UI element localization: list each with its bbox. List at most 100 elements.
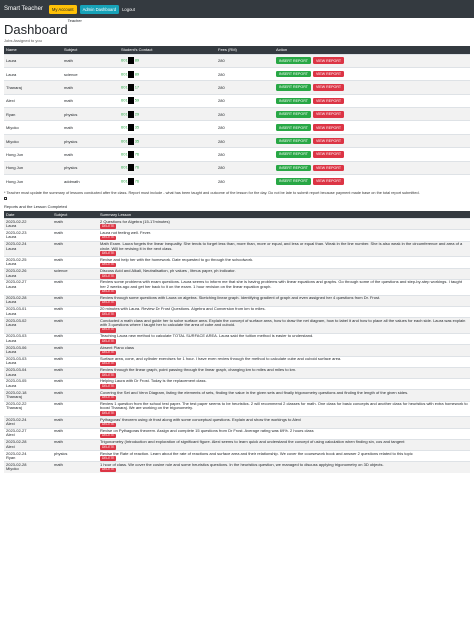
table-row: 2023-03-03 Laura math Surface area, cone, a… [4, 355, 470, 368]
report-date: 2023-02-28 [6, 295, 27, 301]
logout-link[interactable]: Logout [122, 6, 135, 12]
report-date-cell: 2023-03-06 Laura [4, 344, 52, 356]
view-report-button[interactable]: VIEW REPORT [312, 151, 345, 158]
report-summary: Revise on Pythagoras theorem. Assign and… [100, 427, 314, 433]
contact-link-tail[interactable]: 35 [134, 124, 140, 130]
delete-button[interactable]: DELETE [100, 235, 117, 241]
report-summary-cell: Surface area, cone, and cylinder exercis… [98, 355, 470, 368]
view-report-button[interactable]: VIEW REPORT [312, 137, 345, 145]
delete-button[interactable]: DELETE [100, 383, 117, 389]
insert-report-button[interactable]: INSERT REPORT [276, 137, 311, 145]
table-row: 2023-03-02 Laura math Conducted a math clas… [4, 317, 470, 334]
view-report-button[interactable]: VIEW REPORT [312, 110, 345, 118]
view-report-button[interactable]: VIEW REPORT [312, 124, 345, 131]
report-date-cell: 2023-02-25 Laura [4, 256, 52, 269]
table-row: Miyoko math 601 35 280 INSERT REPORT VIEW REPO… [4, 120, 470, 135]
view-report-button[interactable]: VIEW REPORT [312, 178, 345, 185]
job-subject: math [62, 53, 119, 68]
delete-button[interactable]: DELETE [100, 422, 117, 428]
delete-button[interactable]: DELETE [100, 410, 117, 416]
delete-button[interactable]: DELETE [100, 455, 117, 462]
report-date-cell: 2023-03-03 Laura [4, 332, 52, 345]
delete-button[interactable]: DELETE [100, 338, 117, 344]
report-student: Laura [6, 272, 17, 278]
insert-report-button[interactable]: INSERT REPORT [276, 97, 311, 105]
insert-report-button[interactable]: INSERT REPORT [276, 124, 311, 131]
checkbox[interactable] [4, 196, 8, 200]
contact-link-tail[interactable]: 89 [134, 57, 140, 63]
delete-button[interactable]: DELETE [100, 300, 117, 306]
job-subject: math [62, 93, 119, 108]
report-date: 2023-02-27 [6, 279, 27, 285]
view-report-button[interactable]: VIEW REPORT [312, 70, 345, 78]
delete-button[interactable]: DELETE [100, 467, 117, 473]
contact-link[interactable]: 601 [121, 178, 128, 184]
delete-button[interactable]: DELETE [100, 223, 117, 230]
table-row: Laura science 601 89 280 INSERT REPORT VIEW RE… [4, 66, 470, 81]
insert-report-button[interactable]: INSERT REPORT [276, 70, 311, 78]
delete-button[interactable]: DELETE [100, 327, 117, 333]
contact-link[interactable]: 601 [121, 138, 128, 144]
teacher-note: * Teacher must update the summary of les… [4, 190, 420, 195]
view-report-button[interactable]: VIEW REPORT [312, 164, 345, 172]
job-actions: INSERT REPORT VIEW REPORT [274, 120, 470, 135]
delete-button[interactable]: DELETE [100, 289, 117, 295]
view-report-button[interactable]: VIEW REPORT [312, 97, 345, 105]
redaction-box [128, 124, 135, 132]
contact-link[interactable]: 601 [121, 84, 128, 90]
contact-link-tail[interactable]: 59 [134, 97, 140, 103]
report-date: 2023-03-05 [6, 378, 27, 384]
my-account-button[interactable]: My Account [48, 4, 77, 14]
insert-report-button[interactable]: INSERT REPORT [276, 151, 311, 158]
delete-button[interactable]: DELETE [100, 250, 117, 257]
delete-button[interactable]: DELETE [100, 372, 117, 378]
delete-button[interactable]: DELETE [100, 433, 117, 439]
contact-link-tail[interactable]: 29 [134, 111, 140, 117]
redaction-box [128, 70, 135, 78]
contact-link-tail[interactable]: 89 [134, 71, 140, 77]
job-fees: 280 [216, 93, 274, 108]
contact-link-tail[interactable]: 76 [134, 178, 140, 184]
delete-button[interactable]: DELETE [100, 395, 117, 401]
view-report-button[interactable]: VIEW REPORT [312, 84, 345, 91]
contact-link[interactable]: 601 [121, 164, 128, 170]
report-student: Laura [6, 234, 17, 240]
insert-report-button[interactable]: INSERT REPORT [276, 164, 311, 172]
contact-link-tail[interactable]: 35 [134, 138, 140, 144]
contact-link-tail[interactable]: 17 [134, 84, 140, 90]
insert-report-button[interactable]: INSERT REPORT [276, 110, 311, 118]
contact-link[interactable]: 601 [121, 71, 128, 77]
redaction-box [128, 110, 135, 118]
contact-link-tail[interactable]: 76 [134, 151, 140, 157]
job-fees: 280 [216, 80, 274, 95]
job-name: Thanaraj [4, 80, 62, 95]
contact-link[interactable]: 601 [121, 151, 128, 157]
delete-button[interactable]: DELETE [100, 361, 117, 367]
report-summary-cell: Teaching Laura new method to calculate T… [98, 332, 470, 345]
report-date-cell: 2023-02-23 Laura [4, 229, 52, 242]
insert-report-button[interactable]: INSERT REPORT [276, 84, 311, 91]
delete-button[interactable]: DELETE [100, 311, 117, 317]
delete-button[interactable]: DELETE [100, 273, 117, 279]
report-date-cell: 2023-03-05 Laura [4, 378, 52, 390]
contact-link[interactable]: 601 [121, 57, 128, 63]
student-contact: 601 89 [119, 53, 216, 68]
report-summary: Review some problems with exam questions… [100, 279, 462, 289]
contact-link[interactable]: 601 [121, 97, 128, 103]
delete-button[interactable]: DELETE [100, 350, 117, 356]
delete-button[interactable]: DELETE [100, 262, 117, 268]
report-student: Laura [6, 299, 17, 305]
contact-link[interactable]: 601 [121, 124, 128, 130]
report-subject: math [52, 256, 98, 269]
brand-logo[interactable]: Smart Teacher [4, 6, 43, 12]
insert-report-button[interactable]: INSERT REPORT [276, 178, 311, 185]
delete-button[interactable]: DELETE [100, 444, 117, 450]
admin-dashboard-button[interactable]: Admin Dashboard [79, 4, 120, 14]
report-summary: Conducted a math class and guide her to … [100, 317, 466, 328]
contact-link-tail[interactable]: 76 [134, 164, 140, 170]
contact-link[interactable]: 601 [121, 111, 128, 117]
report-summary-cell: Pythagoras' theorem using dr frost along… [98, 416, 470, 429]
insert-report-button[interactable]: INSERT REPORT [276, 57, 311, 64]
report-date-cell: 2023-02-26 Laura [4, 267, 52, 280]
view-report-button[interactable]: VIEW REPORT [312, 57, 345, 64]
